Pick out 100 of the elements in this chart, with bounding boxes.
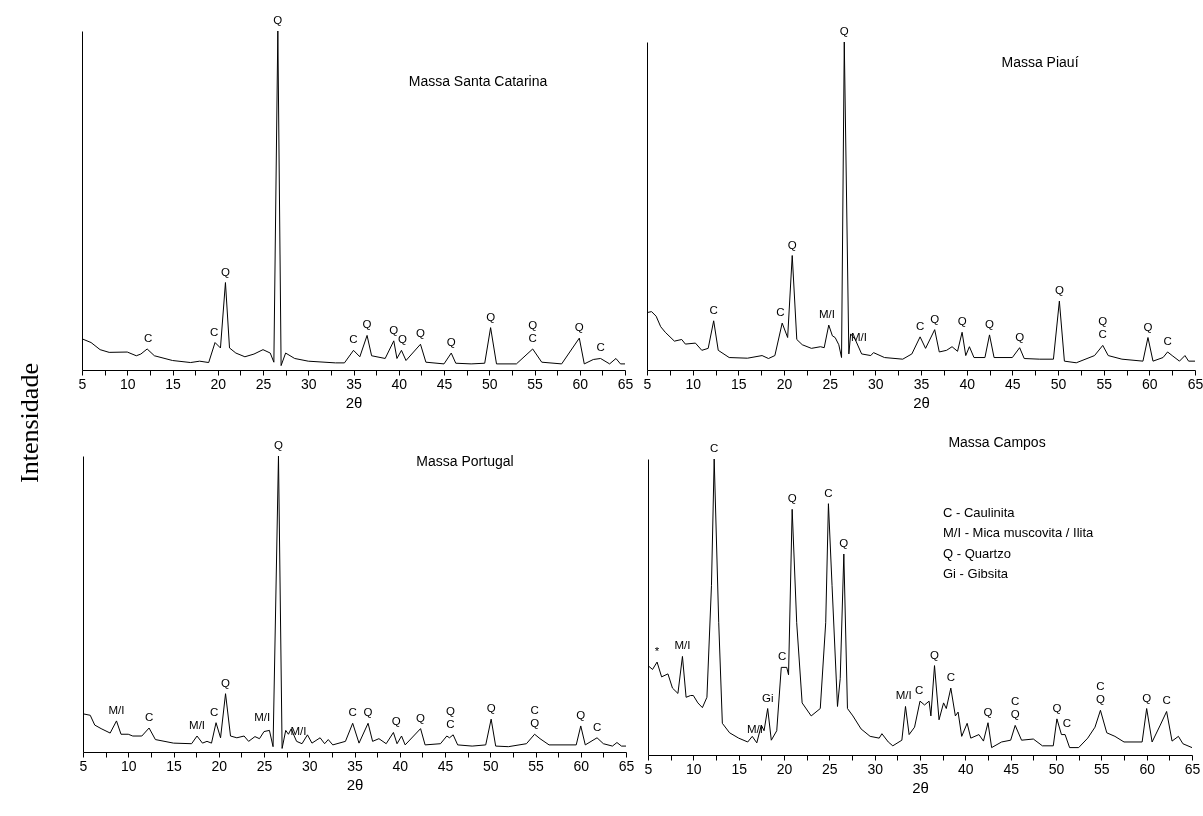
annotation: M/I: [290, 725, 307, 738]
x-tick-label: 35: [913, 375, 930, 392]
annotation: Q - Quartzo: [943, 545, 1011, 561]
chart-title: Massa Campos: [948, 434, 1046, 450]
x-tick-label: 40: [958, 760, 974, 777]
x-tick-label: 50: [1050, 375, 1067, 392]
annotation: Q: [530, 717, 540, 730]
x-tick-label: 10: [686, 760, 702, 777]
x-tick-label: 60: [1139, 760, 1156, 777]
x-tick-label: 10: [119, 375, 136, 392]
x-tick-label: 35: [912, 760, 929, 777]
annotation: C: [1062, 717, 1072, 730]
annotation: Q: [985, 317, 995, 330]
x-tick-label: 30: [300, 375, 317, 392]
annotation: C: [348, 706, 357, 719]
annotation: M/I: [818, 308, 835, 321]
annotation: C: [446, 717, 455, 730]
annotation: Q: [416, 711, 426, 724]
annotation: Q: [389, 323, 399, 336]
x-tick-label: 15: [731, 375, 747, 392]
annotation: C: [1162, 694, 1171, 707]
x-tick-label: 5: [643, 375, 652, 392]
annotation: M/I: [895, 689, 912, 702]
x-tick-label: 25: [256, 757, 273, 774]
x-tick-label: 55: [528, 757, 544, 774]
annotation: Q: [1054, 284, 1064, 297]
x-tick-label: 10: [685, 375, 702, 392]
annotation: Q: [415, 327, 425, 340]
annotation: M/I: [108, 703, 125, 716]
annotation: C: [143, 331, 153, 344]
annotation: Gi - Gibsita: [943, 565, 1009, 581]
annotation: Q: [1010, 708, 1020, 721]
annotation: Q: [362, 318, 372, 331]
x-tick-label: 50: [482, 757, 499, 774]
annotation: C: [144, 711, 154, 724]
x-tick-label: 65: [1187, 375, 1203, 392]
annotation: C: [528, 331, 537, 344]
annotation: C - Caulinita: [943, 505, 1016, 520]
x-tick-label: 60: [573, 757, 590, 774]
x-tick-label: 30: [868, 375, 884, 392]
x-tick-label: 45: [1003, 760, 1020, 777]
annotation: Q: [397, 333, 407, 346]
x-tick-label: 40: [959, 375, 976, 392]
annotation: Q: [528, 318, 538, 331]
annotation: Q: [446, 336, 456, 349]
x-tick-label: 55: [1096, 375, 1113, 392]
x-tick-label: 45: [437, 757, 454, 774]
x-tick-label: 25: [822, 375, 839, 392]
y-axis-title: Intensidade: [15, 363, 45, 483]
annotation: C: [530, 704, 539, 717]
annotation: C: [349, 333, 358, 346]
annotation: Q: [839, 537, 849, 550]
annotation: Q: [1052, 701, 1062, 714]
annotation: Q: [391, 715, 401, 728]
x-tick-label: 35: [346, 375, 362, 392]
annotation: Q: [787, 238, 797, 251]
annotation: Q: [1142, 691, 1152, 704]
annotation: C: [1096, 680, 1105, 693]
x-axis-title: 2θ: [913, 393, 930, 411]
annotation: Q: [930, 312, 940, 325]
annotation: Q: [363, 706, 373, 719]
annotation: Q: [787, 492, 797, 505]
annotation: C: [915, 319, 925, 332]
x-tick-label: 15: [165, 375, 181, 392]
annotation: Q: [1095, 693, 1105, 706]
x-tick-label: 5: [78, 375, 87, 392]
x-tick-label: 15: [166, 757, 182, 774]
annotation: C: [914, 684, 924, 697]
annotation: Q: [574, 321, 584, 334]
x-tick-label: 50: [481, 375, 498, 392]
annotation: *: [654, 645, 660, 658]
x-tick-label: 65: [1184, 760, 1201, 777]
x-tick-label: 20: [210, 375, 227, 392]
annotation: Q: [957, 315, 967, 328]
annotation: Q: [221, 676, 231, 689]
annotation: Q: [839, 25, 849, 37]
x-tick-label: 45: [436, 375, 453, 392]
annotation: C: [778, 650, 787, 663]
annotation: C: [710, 442, 719, 454]
annotation: C: [776, 306, 785, 319]
annotation: Q: [983, 705, 993, 718]
annotation: M/I: [189, 719, 206, 732]
x-tick-label: 45: [1005, 375, 1021, 392]
x-tick-label: 15: [731, 760, 748, 777]
annotation: M/I: [674, 639, 691, 652]
annotation: Q: [1015, 330, 1025, 343]
x-tick-label: 10: [120, 757, 137, 774]
annotation: Q: [273, 14, 283, 26]
x-axis-title: 2θ: [345, 393, 363, 411]
annotation: C: [1163, 334, 1172, 347]
annotation: Q: [576, 708, 586, 721]
x-tick-label: 25: [822, 760, 838, 777]
annotation: Q: [486, 702, 496, 715]
x-tick-label: 65: [617, 375, 634, 392]
x-tick-label: 55: [1094, 760, 1110, 777]
x-axis-title: 2θ: [912, 778, 929, 796]
x-tick-label: 60: [1142, 375, 1158, 392]
x-tick-label: 60: [572, 375, 589, 392]
annotation: Q: [1098, 315, 1108, 328]
annotation: M/I: [850, 330, 867, 343]
